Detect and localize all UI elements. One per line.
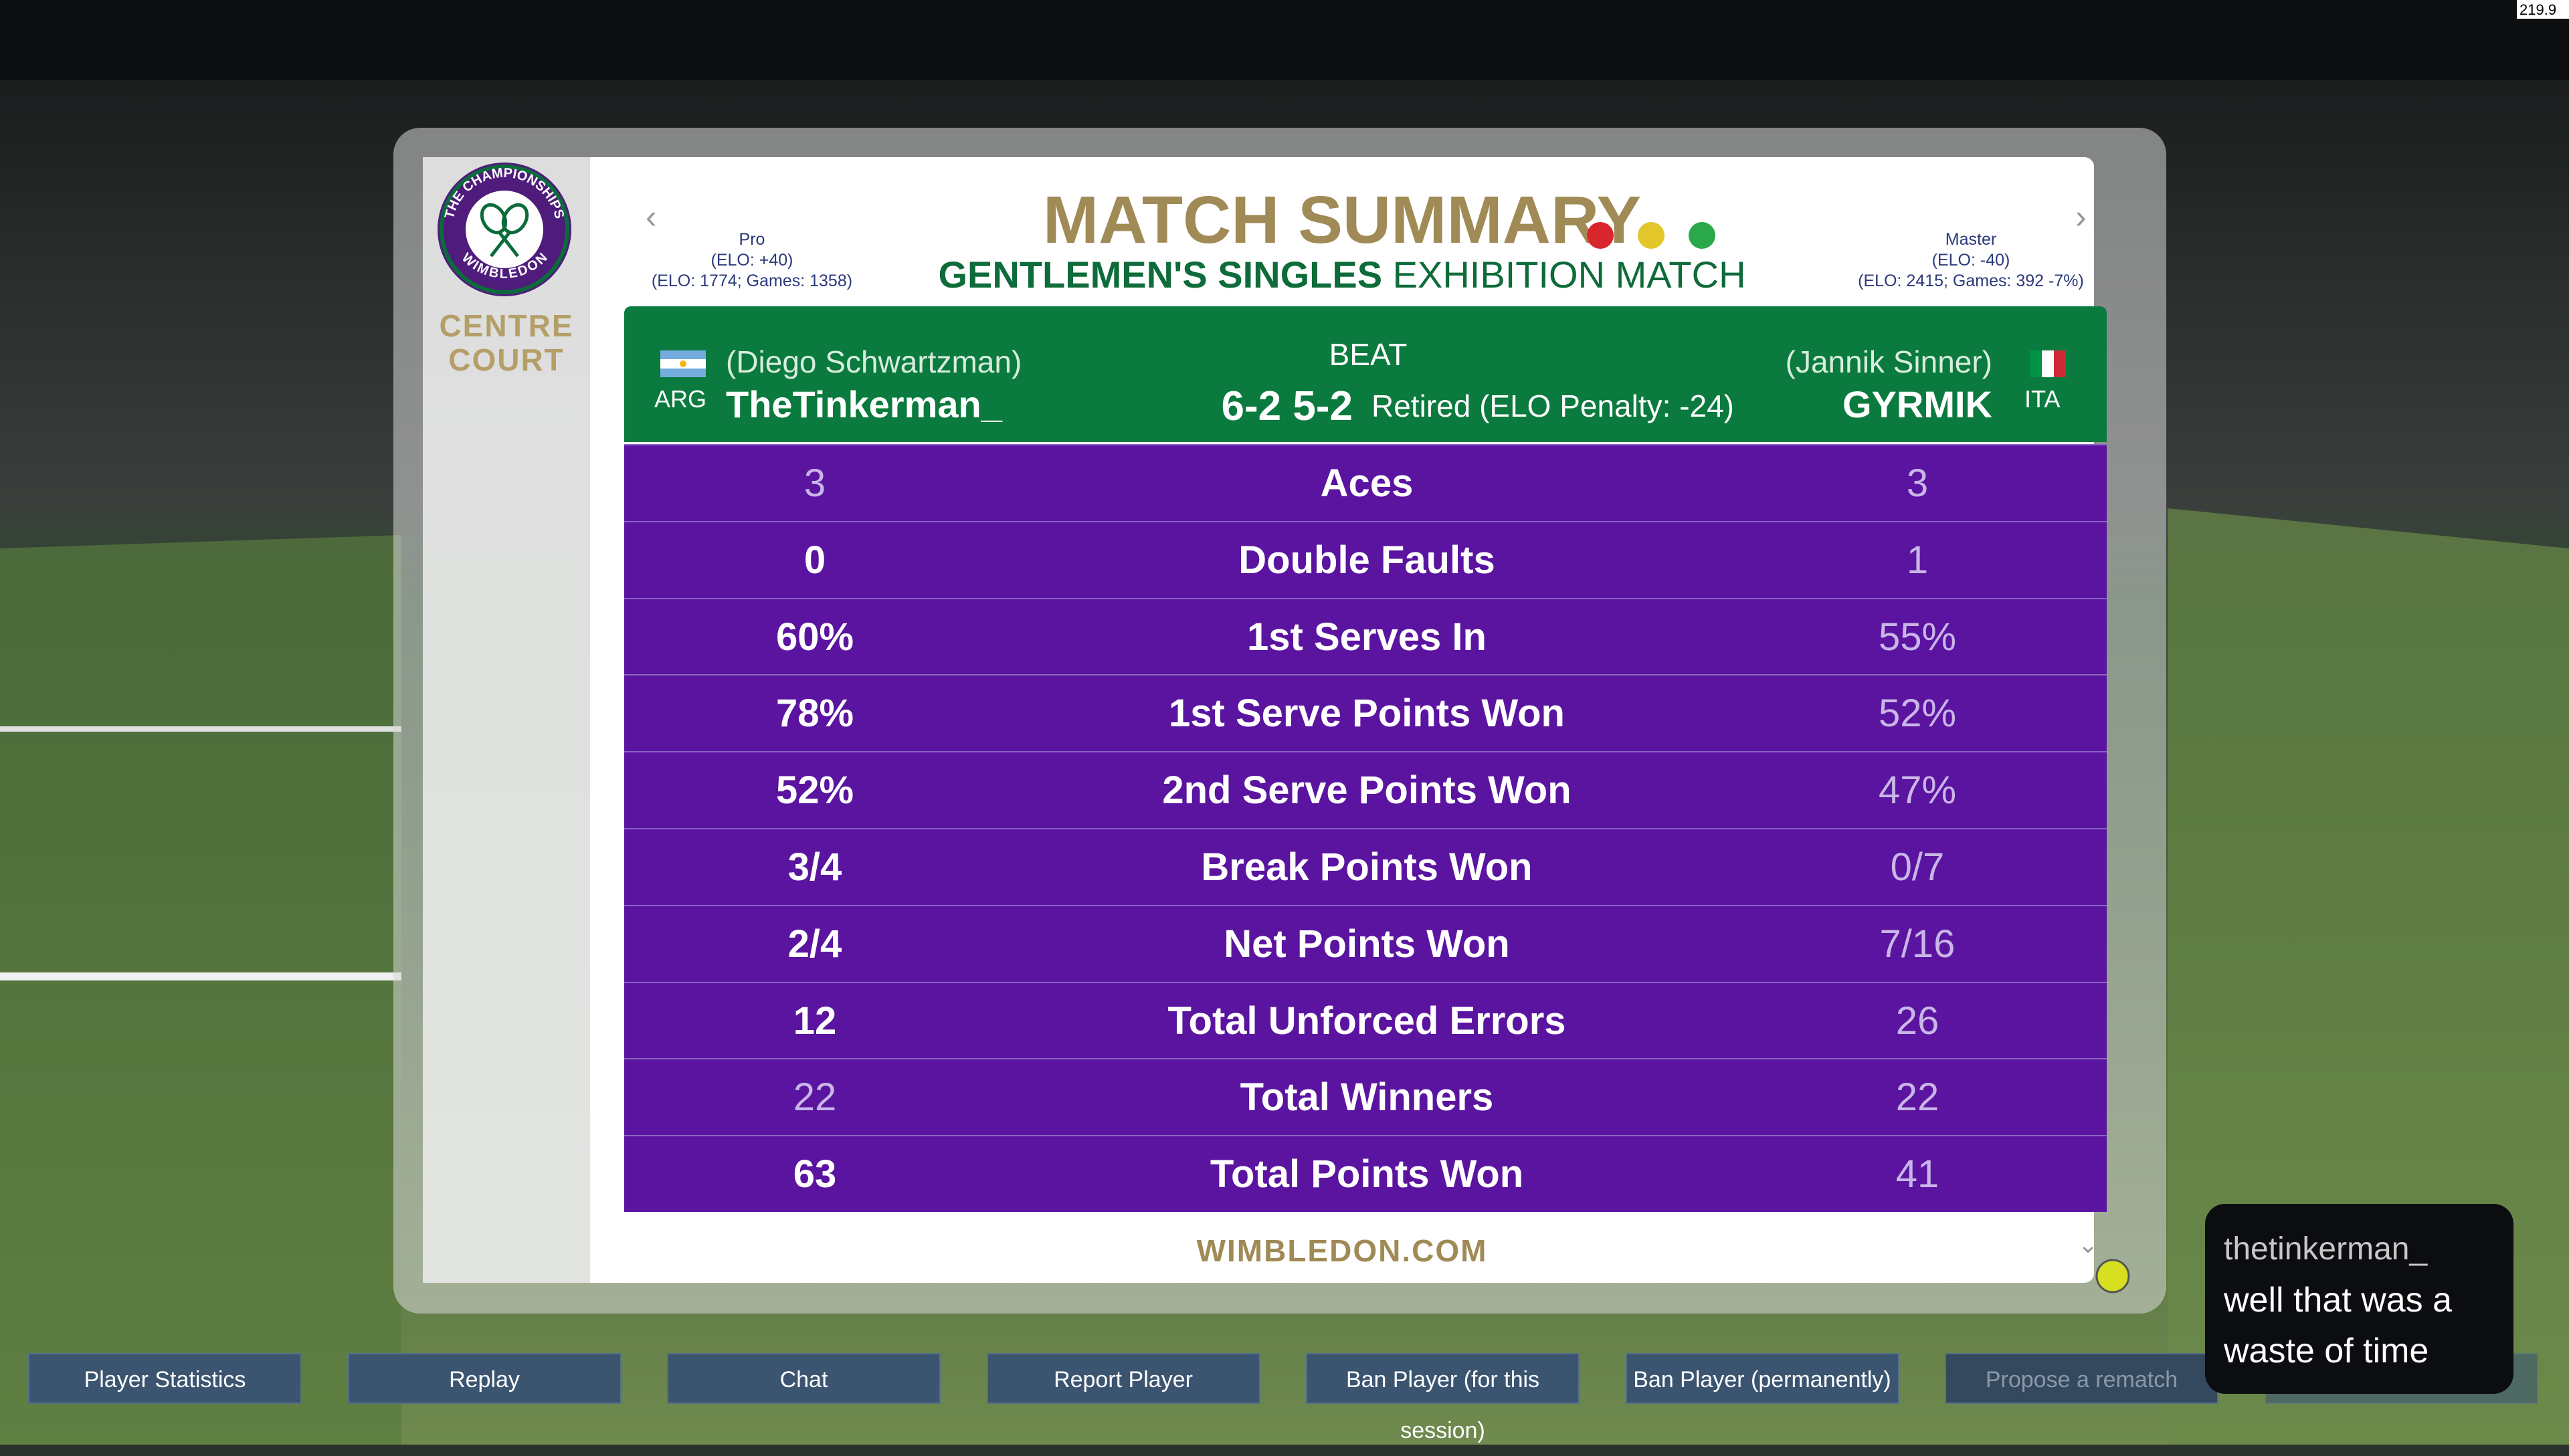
- stat-label: 1st Serve Points Won: [1169, 692, 1565, 736]
- right-value: 0/7: [1890, 845, 1945, 889]
- stat-label: Net Points Won: [1224, 922, 1510, 966]
- result-note: Retired (ELO Penalty: -24): [1371, 389, 1735, 423]
- button[interactable]: Report Player: [986, 1353, 1260, 1404]
- button[interactable]: Chat: [667, 1353, 941, 1404]
- right-value: 7/16: [1879, 922, 1956, 966]
- button[interactable]: Player Statistics: [28, 1353, 302, 1404]
- level: Pro: [739, 230, 765, 249]
- subtitle: GENTLEMEN'S SINGLES EXHIBITION MATCH: [590, 253, 2094, 296]
- country: ARG: [654, 385, 707, 413]
- result-header: [624, 306, 2107, 442]
- left-value: 12: [793, 999, 837, 1043]
- flag-arg: [660, 350, 706, 377]
- stat-label: Total Unforced Errors: [1167, 999, 1566, 1043]
- stat-row: 60% 1st Serves In 55%: [624, 597, 2107, 675]
- right-value: 3: [1906, 461, 1929, 505]
- record: (ELO: 2415; Games: 392 -7%): [1858, 272, 2084, 290]
- next-arrow[interactable]: ›: [2075, 198, 2087, 235]
- player-info: Pro (ELO: +40) (ELO: 1774; Games: 1358): [611, 229, 892, 292]
- player-info: Master (ELO: -40) (ELO: 2415; Games: 392…: [1830, 229, 2111, 292]
- footer-link[interactable]: WIMBLEDON.COM: [1196, 1233, 1488, 1268]
- fps-counter: 219.9: [2519, 1, 2557, 18]
- country: ITA: [2024, 385, 2061, 413]
- stat-label: Total Winners: [1240, 1075, 1494, 1120]
- chat-message: well that was a waste of time: [2224, 1281, 2453, 1370]
- alias: (Diego Schwartzman): [726, 344, 1022, 379]
- left-value: 2/4: [787, 922, 842, 966]
- result-verb: BEAT: [1329, 337, 1408, 372]
- elo-change: (ELO: -40): [1931, 251, 2010, 270]
- right-value: 41: [1895, 1152, 1939, 1197]
- button[interactable]: Replay: [347, 1353, 622, 1404]
- record: (ELO: 1774; Games: 1358): [651, 272, 853, 290]
- right-value: 55%: [1878, 615, 1957, 659]
- left-value: 52%: [775, 768, 854, 813]
- stat-label: Total Points Won: [1210, 1152, 1524, 1197]
- chat-user: thetinkerman_: [2224, 1231, 2428, 1267]
- right-value: 52%: [1878, 692, 1957, 736]
- venue-line: COURT: [448, 342, 565, 377]
- reaction-icons: [1587, 222, 1715, 249]
- stat-row: 22 Total Winners 22: [624, 1058, 2107, 1136]
- event: GENTLEMEN'S SINGLES: [938, 253, 1383, 296]
- left-value: 63: [793, 1152, 837, 1197]
- left-value: 78%: [775, 692, 854, 736]
- left-value: 3: [803, 461, 826, 505]
- flag-ita: [2030, 350, 2066, 377]
- stat-row: 12 Total Unforced Errors 26: [624, 981, 2107, 1059]
- stat-row: 3 Aces 3: [624, 444, 2107, 521]
- prev-arrow[interactable]: ‹: [646, 198, 657, 235]
- right-value: 26: [1895, 999, 1939, 1043]
- button[interactable]: Ban Player (permanently): [1625, 1353, 1899, 1404]
- left-value: 3/4: [787, 845, 842, 889]
- venue-strip: [423, 157, 590, 1283]
- match-type: EXHIBITION MATCH: [1392, 253, 1746, 296]
- stat-label: 1st Serves In: [1247, 615, 1487, 659]
- alias: (Jannik Sinner): [1785, 344, 1992, 379]
- scroll-arrow[interactable]: ⌄: [2078, 1231, 2099, 1258]
- tennis-ball: [2095, 1259, 2130, 1293]
- stat-label: 2nd Serve Points Won: [1162, 768, 1572, 813]
- right-value: 22: [1895, 1075, 1939, 1120]
- venue-line: CENTRE: [439, 308, 574, 343]
- right-value: 1: [1906, 538, 1929, 582]
- stat-label: Double Faults: [1238, 538, 1495, 582]
- stat-row: 52% 2nd Serve Points Won 47%: [624, 751, 2107, 829]
- stat-row: 2/4 Net Points Won 7/16: [624, 904, 2107, 982]
- elo-change: (ELO: +40): [710, 251, 793, 270]
- stat-row: 63 Total Points Won 41: [624, 1135, 2107, 1213]
- button[interactable]: Ban Player (for this session): [1306, 1353, 1580, 1443]
- stat-row: 3/4 Break Points Won 0/7: [624, 828, 2107, 905]
- stat-label: Aces: [1320, 461, 1414, 505]
- chat-bubble: thetinkerman_ well that was a waste of t…: [2205, 1204, 2513, 1394]
- wimbledon-logo: THE CHAMPIONSHIPS WIMBLEDON: [438, 163, 571, 296]
- stat-row: 0 Double Faults 1: [624, 520, 2107, 598]
- button: Propose a rematch: [1945, 1353, 2218, 1404]
- left-value: 22: [793, 1075, 837, 1120]
- player-name: TheTinkerman_: [726, 383, 1002, 425]
- player-name: GYRMIK: [1842, 383, 1992, 425]
- stat-label: Break Points Won: [1201, 845, 1533, 889]
- left-value: 60%: [775, 615, 854, 659]
- stat-row: 78% 1st Serve Points Won 52%: [624, 674, 2107, 752]
- right-value: 47%: [1878, 768, 1957, 813]
- title: MATCH SUMMARY: [1042, 183, 1642, 257]
- level: Master: [1945, 230, 1997, 249]
- score: 6-2 5-2: [1221, 383, 1353, 429]
- left-value: 0: [803, 538, 826, 582]
